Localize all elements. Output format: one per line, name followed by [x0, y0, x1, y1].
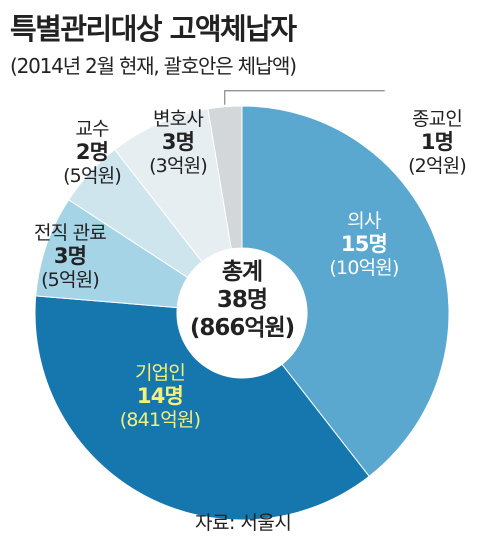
- label-business: 기업인 14명 (841억원): [119, 362, 201, 432]
- chart-subtitle: (2014년 2월 현재, 괄호안은 체납액): [10, 54, 297, 78]
- label-lawyer-name: 변호사: [152, 108, 204, 130]
- label-clergy-count: 1명: [420, 130, 454, 155]
- center-total-amount: (866억원): [189, 315, 295, 342]
- label-official: 전직 관료 3명 (5억원): [34, 222, 107, 292]
- label-business-amount: (841억원): [119, 409, 201, 432]
- label-clergy-name: 종교인: [411, 108, 463, 130]
- slice-doctor: [241, 105, 450, 478]
- label-doctor: 의사 15명 (10억원): [329, 210, 399, 280]
- center-total-count: 38명: [216, 287, 268, 314]
- label-professor-count: 2명: [75, 140, 109, 165]
- label-clergy: 종교인 1명 (2억원): [408, 108, 467, 178]
- chart-title: 특별관리대상 고액체납자: [10, 12, 297, 46]
- source-note: 자료: 서울시: [195, 512, 292, 534]
- label-official-count: 3명: [53, 244, 87, 269]
- label-business-name: 기업인: [134, 362, 186, 384]
- slice-clergy: [207, 105, 243, 250]
- center-total: 총계 38명 (866억원): [189, 258, 295, 342]
- slice-business: [34, 295, 370, 521]
- center-total-label: 총계: [221, 259, 263, 285]
- leader-line-clergy: [224, 90, 385, 105]
- label-lawyer-count: 3명: [161, 130, 195, 155]
- label-doctor-count: 15명: [340, 232, 388, 257]
- label-lawyer-amount: (3억원): [149, 155, 208, 178]
- label-official-name: 전직 관료: [34, 222, 107, 244]
- label-professor: 교수 2명 (5억원): [63, 118, 122, 188]
- label-doctor-amount: (10억원): [329, 257, 399, 280]
- label-clergy-amount: (2억원): [408, 155, 467, 178]
- label-professor-amount: (5억원): [63, 165, 122, 188]
- label-lawyer: 변호사 3명 (3억원): [149, 108, 208, 178]
- label-official-amount: (5억원): [41, 269, 100, 292]
- label-doctor-name: 의사: [347, 210, 381, 232]
- label-business-count: 14명: [136, 384, 184, 409]
- label-professor-name: 교수: [75, 118, 109, 140]
